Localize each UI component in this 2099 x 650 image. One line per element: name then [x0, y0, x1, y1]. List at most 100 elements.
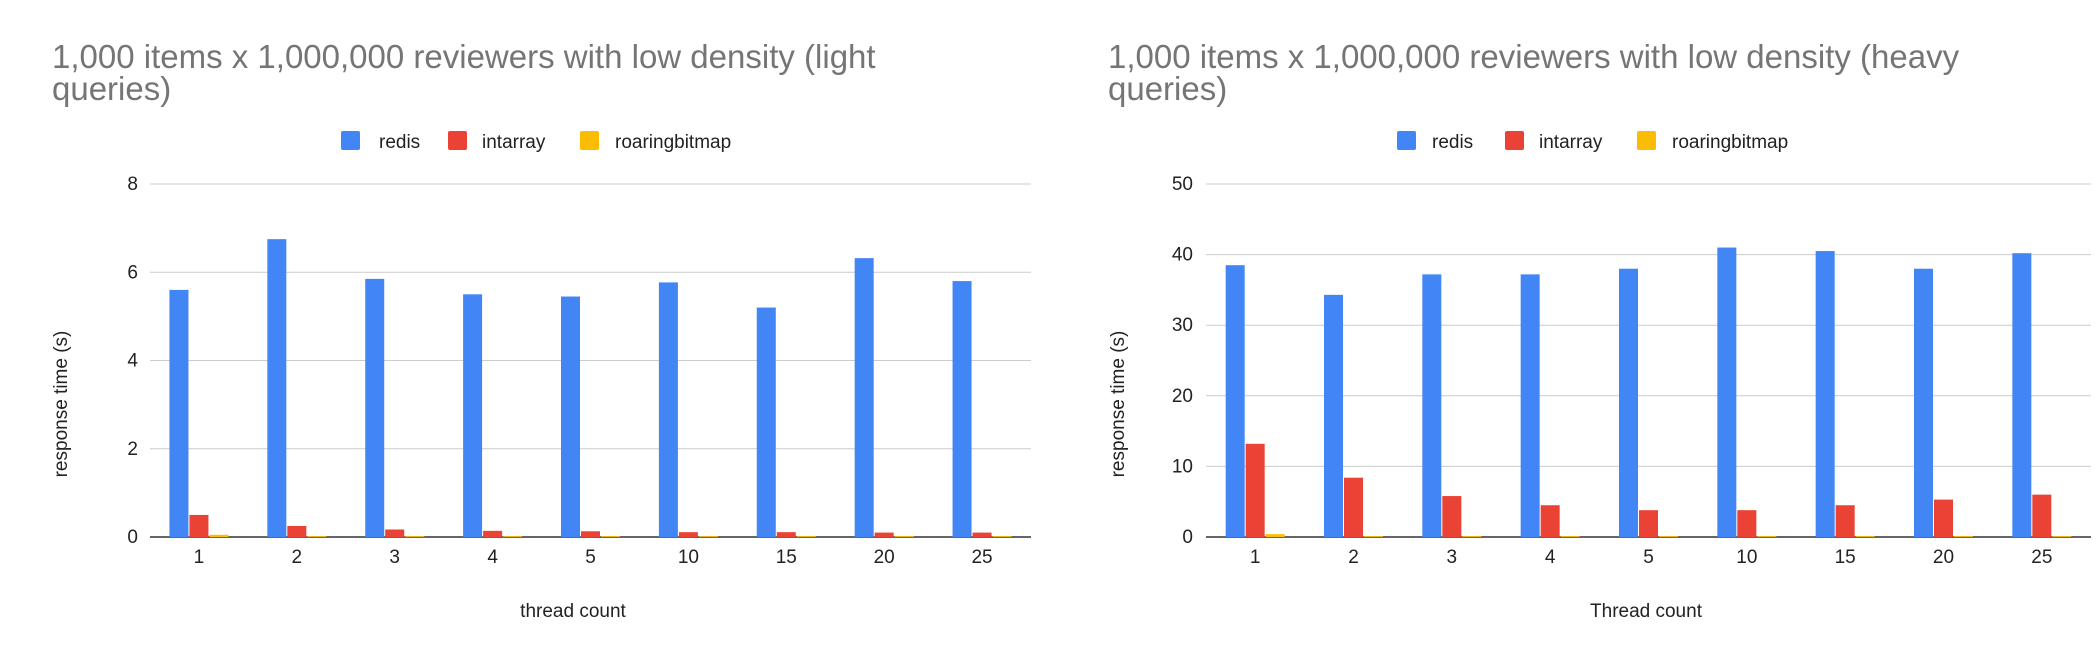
bar-roaringbitmap-15	[796, 536, 816, 537]
y-tick-label: 6	[127, 262, 138, 283]
x-tick-labels: 1 2 3 4 5 10 15 20 25	[1250, 547, 2053, 568]
bar-roaringbitmap-10	[1757, 536, 1777, 537]
legend-label-intarray: intarray	[1539, 132, 1603, 153]
x-tick-label: 1	[1250, 547, 1261, 568]
y-tick-label: 8	[127, 174, 138, 195]
x-tick-label: 25	[2031, 547, 2052, 568]
bar-roaringbitmap-15	[1855, 536, 1875, 537]
bar-roaringbitmap-3	[405, 536, 425, 537]
x-tick-label: 3	[389, 547, 400, 568]
y-tick-label: 4	[127, 351, 138, 372]
bars	[1225, 247, 2072, 538]
bar-intarray-15	[776, 532, 796, 537]
chart-title-line-1: 1,000 items x 1,000,000 reviewers with l…	[52, 38, 876, 75]
bar-roaringbitmap-20	[894, 536, 914, 537]
y-tick-label: 40	[1172, 245, 1193, 266]
bar-redis-1	[169, 289, 189, 537]
legend-swatch-redis	[1397, 131, 1416, 150]
bar-roaringbitmap-4	[1560, 536, 1580, 537]
bar-intarray-3	[385, 529, 405, 537]
bar-roaringbitmap-20	[1954, 536, 1973, 537]
bar-intarray-20	[1934, 499, 1953, 537]
bar-redis-4	[463, 294, 483, 537]
bar-redis-3	[365, 278, 385, 537]
y-tick-label: 0	[127, 527, 138, 548]
chart-heavy-queries: 1,000 items x 1,000,000 reviewers with l…	[1108, 38, 2091, 622]
bar-roaringbitmap-4	[503, 536, 523, 537]
bar-redis-15	[756, 307, 776, 537]
y-axis-label: response time (s)	[51, 331, 72, 478]
legend-swatch-redis	[341, 131, 360, 150]
bar-intarray-10	[678, 532, 698, 537]
x-tick-label: 4	[487, 547, 498, 568]
x-tick-label: 15	[1835, 547, 1856, 568]
bar-roaringbitmap-1	[209, 534, 229, 537]
bar-redis-5	[1619, 268, 1638, 537]
x-tick-label: 4	[1545, 547, 1556, 568]
y-tick-label: 10	[1172, 456, 1193, 477]
bar-redis-3	[1422, 274, 1442, 537]
x-tick-label: 3	[1447, 547, 1458, 568]
bar-intarray-4	[483, 530, 503, 537]
bar-intarray-5	[581, 531, 600, 537]
x-tick-label: 1	[194, 547, 205, 568]
y-tick-label: 0	[1182, 527, 1193, 548]
bar-roaringbitmap-5	[1659, 536, 1678, 537]
bar-redis-4	[1520, 274, 1540, 537]
x-tick-label: 5	[585, 547, 596, 568]
legend-label-roaringbitmap: roaringbitmap	[615, 132, 731, 153]
bar-roaringbitmap-25	[992, 536, 1012, 537]
x-tick-label: 15	[776, 547, 797, 568]
x-tick-label: 20	[1933, 547, 1954, 568]
x-axis-label: Thread count	[1590, 601, 1703, 622]
x-tick-label: 2	[1348, 547, 1359, 568]
y-tick-labels: 0 2 4 6 8	[127, 174, 138, 548]
bar-roaringbitmap-1	[1265, 534, 1285, 537]
bar-redis-2	[1324, 294, 1343, 537]
bar-roaringbitmap-25	[2052, 536, 2072, 537]
bar-intarray-5	[1639, 510, 1658, 537]
legend: redis intarray roaringbitmap	[341, 131, 731, 153]
bar-intarray-10	[1737, 510, 1757, 537]
bar-intarray-1	[1245, 443, 1265, 537]
x-tick-label: 2	[292, 547, 303, 568]
legend: redis intarray roaringbitmap	[1397, 131, 1788, 153]
x-tick-label: 10	[678, 547, 699, 568]
bar-redis-5	[561, 296, 580, 537]
bar-redis-10	[658, 282, 678, 537]
y-tick-labels: 0 10 20 30 40 50	[1172, 174, 1193, 548]
y-axis-label: response time (s)	[1108, 331, 1129, 478]
bar-redis-25	[952, 281, 972, 537]
bar-intarray-4	[1540, 505, 1560, 537]
legend-swatch-roaringbitmap	[1637, 131, 1656, 150]
bar-roaringbitmap-10	[698, 536, 718, 537]
bar-redis-1	[1225, 265, 1245, 537]
bar-intarray-15	[1835, 505, 1855, 537]
y-tick-label: 50	[1172, 174, 1193, 195]
y-tick-label: 2	[127, 439, 138, 460]
legend-swatch-intarray	[1505, 131, 1524, 150]
chart-title-line-2: queries)	[1108, 70, 1227, 107]
legend-swatch-roaringbitmap	[580, 131, 599, 150]
bar-redis-25	[2012, 253, 2032, 538]
bar-redis-20	[854, 258, 874, 537]
bar-intarray-2	[1344, 477, 1363, 537]
legend-label-intarray: intarray	[482, 132, 546, 153]
x-tick-labels: 1 2 3 4 5 10 15 20 25	[194, 547, 993, 568]
x-tick-label: 20	[874, 547, 895, 568]
legend-label-roaringbitmap: roaringbitmap	[1672, 132, 1788, 153]
bar-roaringbitmap-2	[307, 536, 327, 537]
bars	[169, 239, 1012, 537]
bar-intarray-20	[874, 532, 894, 537]
legend-swatch-intarray	[448, 131, 467, 150]
y-tick-label: 30	[1172, 315, 1193, 336]
legend-label-redis: redis	[379, 132, 420, 153]
bar-intarray-25	[972, 532, 992, 537]
bar-redis-10	[1717, 247, 1737, 538]
chart-title-line-2: queries)	[52, 70, 171, 107]
chart-light-queries: 1,000 items x 1,000,000 reviewers with l…	[51, 38, 1031, 622]
bar-roaringbitmap-5	[601, 536, 620, 537]
bar-roaringbitmap-3	[1462, 536, 1482, 537]
